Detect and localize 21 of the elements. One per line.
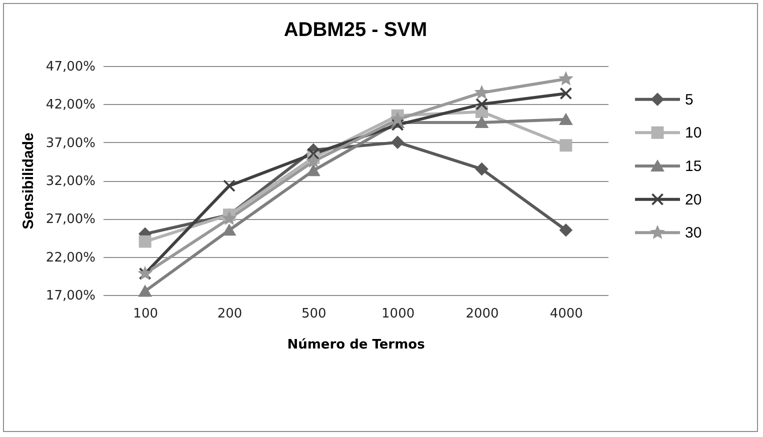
- legend-label: 15: [685, 158, 702, 175]
- x-tick-label: 500: [302, 306, 326, 322]
- x-axis-title: Número de Termos: [287, 338, 426, 352]
- y-tick-label: 22,00%: [46, 250, 96, 266]
- y-tick-label: 47,00%: [46, 60, 96, 74]
- chart-title: ADBM25 - SVM: [284, 19, 428, 41]
- y-tick-label: 32,00%: [46, 174, 96, 189]
- y-tick-label: 27,00%: [46, 212, 96, 228]
- x-tick-label: 2000: [466, 306, 499, 322]
- y-axis-title: Sensibilidade: [20, 132, 37, 230]
- legend-label: 30: [685, 224, 702, 242]
- legend-label: 20: [685, 191, 702, 208]
- x-tick-label: 200: [217, 306, 242, 322]
- y-tick-label: 42,00%: [46, 98, 96, 113]
- x-tick-label: 1000: [382, 306, 415, 322]
- legend-label: 10: [685, 124, 702, 142]
- x-tick-label: 4000: [550, 306, 583, 322]
- y-tick-label: 17,00%: [46, 288, 96, 304]
- x-tick-label: 100: [133, 306, 158, 322]
- y-tick-label: 37,00%: [46, 136, 96, 151]
- legend-label: 5: [685, 91, 694, 108]
